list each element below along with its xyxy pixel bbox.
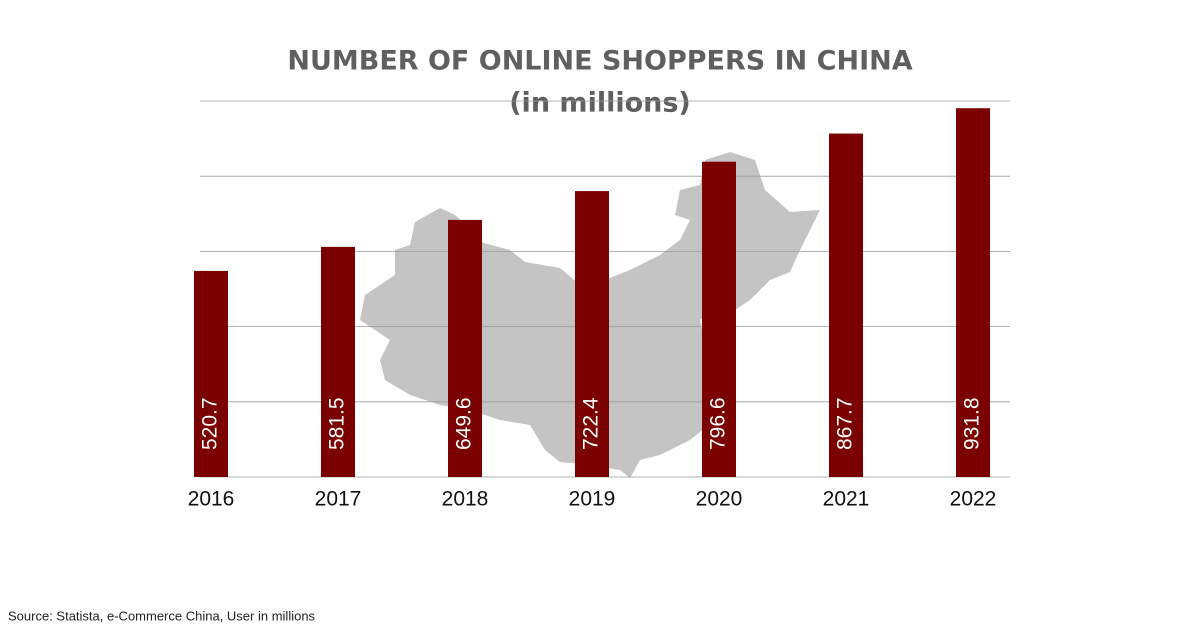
value-label: 867.7 bbox=[834, 397, 857, 450]
bar bbox=[448, 219, 482, 478]
value-label: 722.4 bbox=[580, 397, 603, 450]
bar bbox=[575, 191, 609, 478]
value-label: 581.5 bbox=[326, 397, 349, 450]
x-tick-label: 2017 bbox=[315, 488, 362, 511]
source-note: Source: Statista, e-Commerce China, User… bbox=[8, 608, 316, 623]
value-label: 649.6 bbox=[453, 397, 476, 450]
bar bbox=[321, 246, 355, 477]
x-tick-label: 2021 bbox=[823, 488, 870, 511]
x-tick-label: 2019 bbox=[569, 488, 616, 511]
bar bbox=[829, 133, 863, 477]
bar bbox=[194, 270, 228, 477]
x-tick-label: 2016 bbox=[188, 488, 235, 511]
value-label: 520.7 bbox=[199, 397, 222, 450]
chart-subtitle: (in millions) bbox=[509, 88, 691, 119]
value-label: 796.6 bbox=[707, 397, 730, 450]
bar bbox=[956, 108, 990, 477]
bar bbox=[702, 161, 736, 477]
x-tick-label: 2020 bbox=[696, 488, 743, 511]
value-label: 931.8 bbox=[961, 397, 984, 450]
x-tick-label: 2022 bbox=[950, 488, 997, 511]
x-tick-label: 2018 bbox=[442, 488, 489, 511]
chart-title: NUMBER OF ONLINE SHOPPERS IN CHINA bbox=[287, 46, 912, 77]
